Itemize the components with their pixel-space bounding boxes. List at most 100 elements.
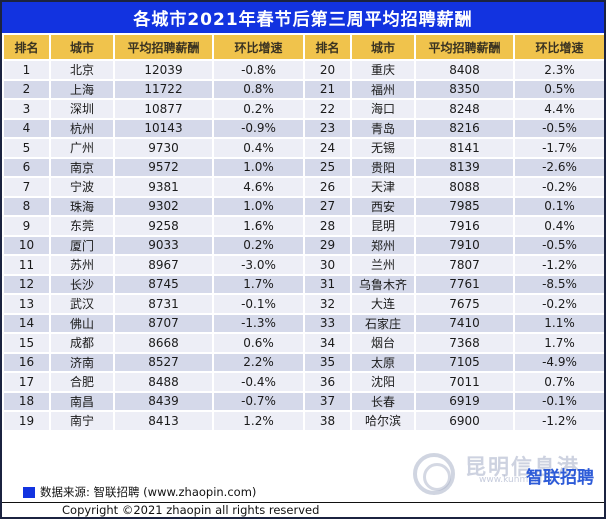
- growth-cell: -0.9%: [212, 117, 305, 139]
- legend-square-icon: [23, 486, 35, 498]
- salary-cell: 8141: [414, 137, 515, 159]
- salary-cell: 9258: [113, 215, 214, 237]
- salary-cell: 7807: [414, 254, 515, 276]
- growth-cell: 4.4%: [513, 98, 604, 120]
- rank-cell: 27: [303, 195, 352, 217]
- growth-cell: 1.7%: [212, 273, 305, 295]
- growth-cell: -1.2%: [513, 254, 604, 276]
- growth-cell: -0.7%: [212, 390, 305, 412]
- watermark: 昆明信息港 www.kunming.cn 智联招聘: [361, 447, 596, 499]
- salary-cell: 7675: [414, 293, 515, 315]
- city-cell: 重庆: [350, 59, 416, 81]
- salary-cell: 7105: [414, 351, 515, 373]
- rank-cell: 32: [303, 293, 352, 315]
- growth-cell: 1.0%: [212, 195, 305, 217]
- growth-cell: -0.8%: [212, 59, 305, 81]
- salary-cell: 8488: [113, 371, 214, 393]
- table-row: 5 广州 9730 0.4% 24 无锡 8141 -1.7%: [2, 137, 604, 159]
- rank-cell: 22: [303, 98, 352, 120]
- city-cell: 兰州: [350, 254, 416, 276]
- city-cell: 青岛: [350, 117, 416, 139]
- growth-cell: 0.7%: [513, 371, 604, 393]
- col-header-salary: 平均招聘薪酬: [414, 33, 515, 61]
- city-cell: 南昌: [49, 390, 115, 412]
- city-cell: 太原: [350, 351, 416, 373]
- city-cell: 大连: [350, 293, 416, 315]
- city-cell: 贵阳: [350, 156, 416, 178]
- growth-cell: -1.7%: [513, 137, 604, 159]
- col-header-salary: 平均招聘薪酬: [113, 33, 214, 61]
- table-row: 10 厦门 9033 0.2% 29 郑州 7910 -0.5%: [2, 234, 604, 256]
- growth-cell: 1.6%: [212, 215, 305, 237]
- table-row: 18 南昌 8439 -0.7% 37 长春 6919 -0.1%: [2, 390, 604, 412]
- table-row: 13 武汉 8731 -0.1% 32 大连 7675 -0.2%: [2, 293, 604, 315]
- rank-cell: 33: [303, 312, 352, 334]
- growth-cell: 1.0%: [212, 156, 305, 178]
- growth-cell: -0.5%: [513, 117, 604, 139]
- growth-cell: -0.2%: [513, 293, 604, 315]
- salary-cell: 8350: [414, 78, 515, 100]
- salary-cell: 7368: [414, 332, 515, 354]
- rank-cell: 29: [303, 234, 352, 256]
- table-row: 1 北京 12039 -0.8% 20 重庆 8408 2.3%: [2, 59, 604, 81]
- city-cell: 苏州: [49, 254, 115, 276]
- growth-cell: 1.1%: [513, 312, 604, 334]
- salary-cell: 10143: [113, 117, 214, 139]
- rank-cell: 25: [303, 156, 352, 178]
- col-header-city: 城市: [49, 33, 115, 61]
- rank-cell: 24: [303, 137, 352, 159]
- salary-cell: 8731: [113, 293, 214, 315]
- table-row: 16 济南 8527 2.2% 35 太原 7105 -4.9%: [2, 351, 604, 373]
- salary-cell: 6900: [414, 410, 515, 432]
- rank-cell: 7: [2, 176, 51, 198]
- rank-cell: 12: [2, 273, 51, 295]
- page-title: 各城市2021年春节后第三周平均招聘薪酬: [2, 2, 604, 33]
- table-row: 4 杭州 10143 -0.9% 23 青岛 8216 -0.5%: [2, 117, 604, 139]
- salary-cell: 8707: [113, 312, 214, 334]
- table-row: 2 上海 11722 0.8% 21 福州 8350 0.5%: [2, 78, 604, 100]
- table-header-row: 排名 城市 平均招聘薪酬 环比增速 排名 城市 平均招聘薪酬 环比增速: [2, 33, 604, 61]
- watermark-url: www.kunming.cn: [479, 475, 556, 485]
- city-cell: 宁波: [49, 176, 115, 198]
- salary-cell: 8668: [113, 332, 214, 354]
- zhaopin-logo-text: 智联招聘: [526, 468, 594, 488]
- salary-cell: 8413: [113, 410, 214, 432]
- city-cell: 成都: [49, 332, 115, 354]
- salary-cell: 9572: [113, 156, 214, 178]
- city-cell: 济南: [49, 351, 115, 373]
- city-cell: 无锡: [350, 137, 416, 159]
- rank-cell: 16: [2, 351, 51, 373]
- col-header-rank: 排名: [2, 33, 51, 61]
- city-cell: 珠海: [49, 195, 115, 217]
- growth-cell: 0.2%: [212, 234, 305, 256]
- col-header-rank: 排名: [303, 33, 352, 61]
- salary-cell: 8439: [113, 390, 214, 412]
- table-row: 9 东莞 9258 1.6% 28 昆明 7916 0.4%: [2, 215, 604, 237]
- city-cell: 烟台: [350, 332, 416, 354]
- city-cell: 武汉: [49, 293, 115, 315]
- rank-cell: 28: [303, 215, 352, 237]
- table-row: 17 合肥 8488 -0.4% 36 沈阳 7011 0.7%: [2, 371, 604, 393]
- rank-cell: 17: [2, 371, 51, 393]
- city-cell: 东莞: [49, 215, 115, 237]
- salary-cell: 10877: [113, 98, 214, 120]
- growth-cell: -1.3%: [212, 312, 305, 334]
- city-cell: 天津: [350, 176, 416, 198]
- growth-cell: -3.0%: [212, 254, 305, 276]
- salary-cell: 7410: [414, 312, 515, 334]
- city-cell: 杭州: [49, 117, 115, 139]
- growth-cell: 0.2%: [212, 98, 305, 120]
- salary-cell: 7761: [414, 273, 515, 295]
- table-body: 1 北京 12039 -0.8% 20 重庆 8408 2.3% 2 上海 11722 0.8% 21 福…: [2, 59, 604, 432]
- rank-cell: 2: [2, 78, 51, 100]
- rank-cell: 13: [2, 293, 51, 315]
- growth-cell: 1.2%: [212, 410, 305, 432]
- salary-table: 排名 城市 平均招聘薪酬 环比增速 排名 城市 平均招聘薪酬 环比增速 1 北京 1…: [2, 33, 604, 432]
- growth-cell: -1.2%: [513, 410, 604, 432]
- growth-cell: 0.1%: [513, 195, 604, 217]
- footer-zone: 昆明信息港 www.kunming.cn 智联招聘 数据来源: 智联招聘 (ww…: [2, 431, 604, 517]
- growth-cell: -0.1%: [212, 293, 305, 315]
- salary-cell: 9730: [113, 137, 214, 159]
- growth-cell: -0.4%: [212, 371, 305, 393]
